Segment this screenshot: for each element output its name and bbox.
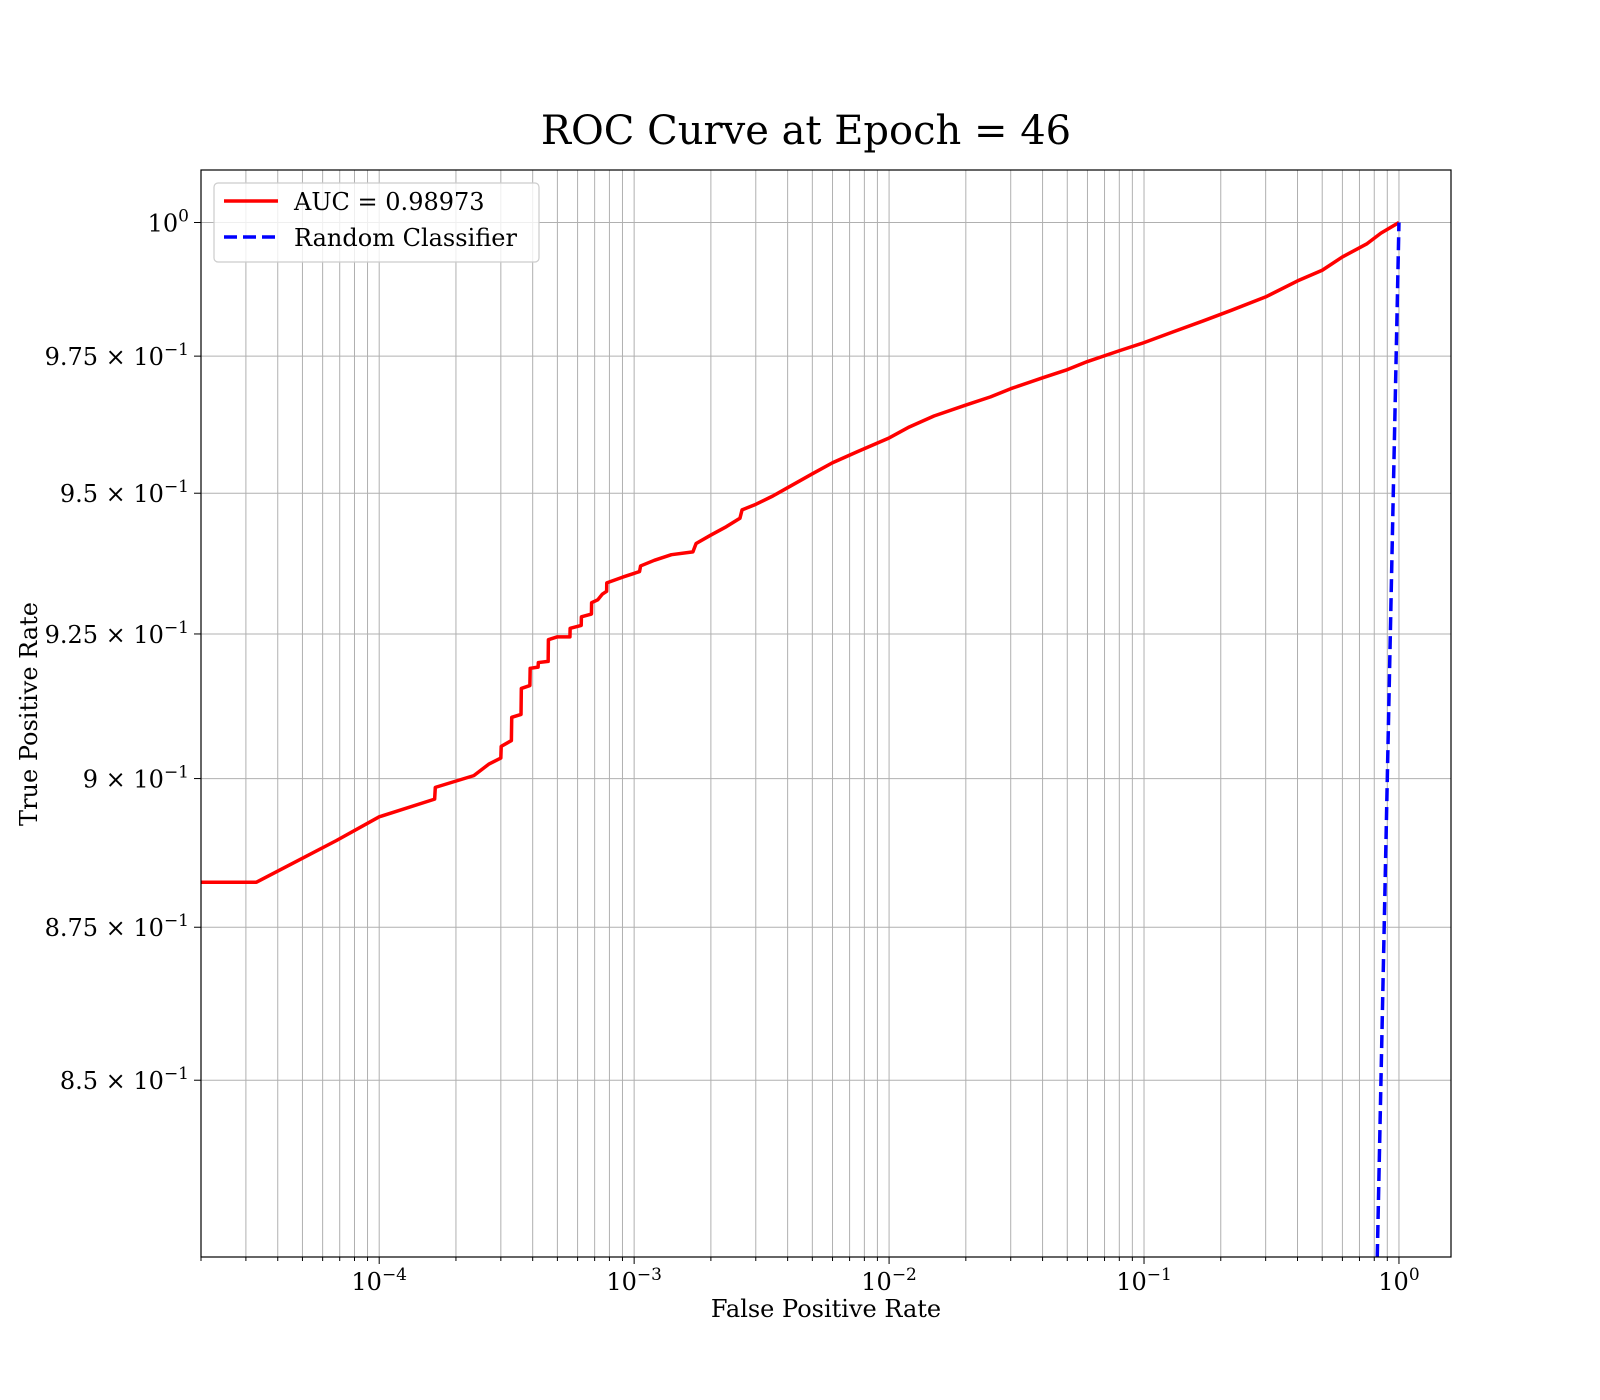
x-tick-label: 10−2: [861, 1265, 917, 1296]
y-tick-label: 9.5 × 10−1: [60, 477, 189, 508]
x-axis-ticks: 10−4 10−3 10−2 10−1 100: [200, 1257, 1420, 1296]
y-tick-label: 8.5 × 10−1: [60, 1064, 189, 1095]
plot-frame: [200, 169, 1452, 1258]
legend-box: [213, 182, 540, 263]
y-tick-label: 9.25 × 10−1: [45, 618, 189, 649]
chart-title: ROC Curve at Epoch = 46: [541, 108, 1071, 154]
y-tick-label: 8.75 × 10−1: [45, 911, 189, 942]
y-tick-label: 100: [148, 207, 189, 238]
x-axis-label: False Positive Rate: [711, 1295, 941, 1323]
legend-label-random: Random Classifier: [294, 224, 517, 252]
series-group: [201, 221, 1401, 1257]
y-axis-label: True Positive Rate: [15, 602, 43, 826]
y-tick-label: 9.75 × 10−1: [45, 340, 189, 371]
y-tick-label: 9 × 10−1: [83, 763, 189, 794]
x-tick-label: 10−3: [606, 1265, 662, 1296]
legend-label-auc: AUC = 0.98973: [293, 188, 485, 216]
y-axis-ticks: 8.5 × 10−1 8.75 × 10−1 9 × 10−1 9.25 × 10−1…: [45, 207, 201, 1095]
random-classifier-line: [1375, 222, 1401, 1257]
x-tick-label: 10−4: [351, 1265, 407, 1296]
legend: AUC = 0.98973 Random Classifier: [213, 182, 540, 263]
x-tick-label: 100: [1378, 1265, 1419, 1296]
roc-curve-line: [201, 221, 1400, 884]
grid: [200, 170, 1451, 1257]
x-tick-label: 10−1: [1116, 1265, 1172, 1296]
